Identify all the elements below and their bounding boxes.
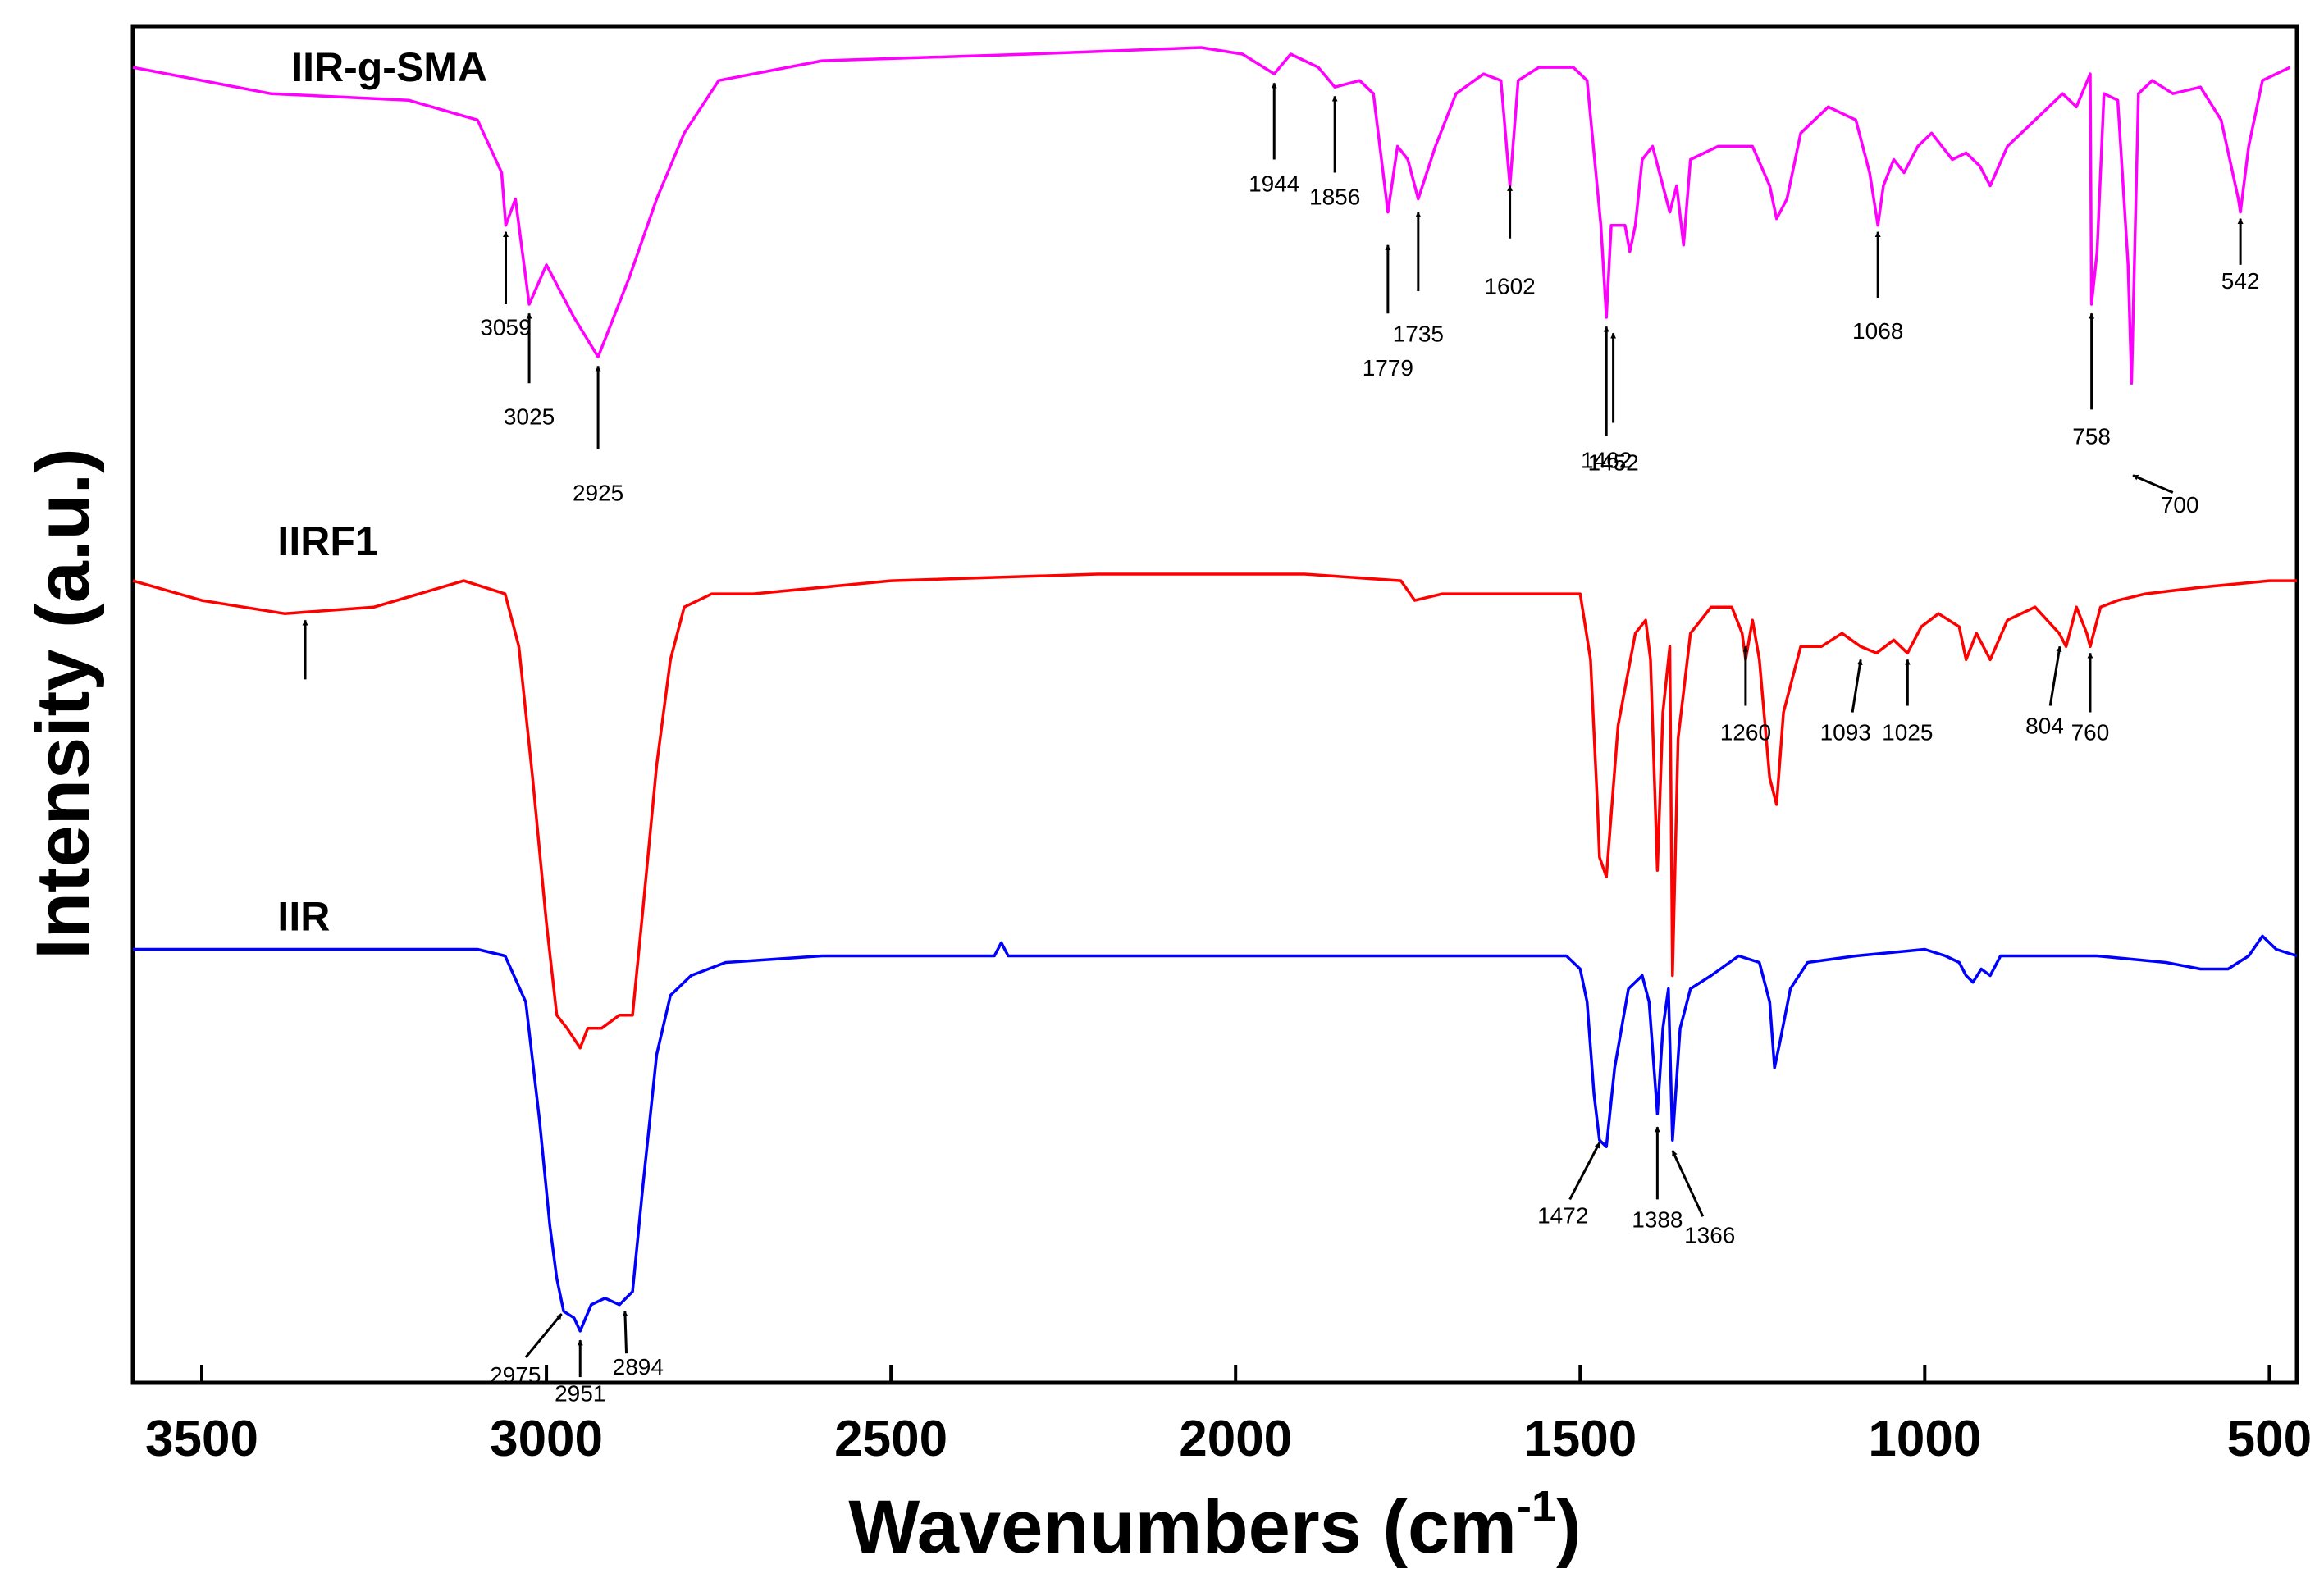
peak-label: 2925 bbox=[573, 481, 623, 506]
peak-label: 1366 bbox=[1684, 1223, 1735, 1248]
series-line-iirf1 bbox=[132, 572, 2297, 1050]
x-tick-label: 2000 bbox=[1179, 1411, 1292, 1467]
y-axis-title: Intensity (a.u.) bbox=[21, 448, 105, 960]
peak-label: 1944 bbox=[1249, 171, 1299, 196]
peak-arrow bbox=[2132, 474, 2174, 494]
peak-label: 1472 bbox=[1537, 1203, 1588, 1229]
x-tick-label: 500 bbox=[2227, 1411, 2312, 1467]
peak-label: 760 bbox=[2071, 720, 2110, 746]
peak-label: 2975 bbox=[490, 1362, 541, 1388]
peak-label: 1025 bbox=[1882, 720, 1933, 746]
peak-label: 1462 bbox=[1581, 447, 1632, 472]
x-axis-title: Wavenumbers (cm-1) bbox=[848, 1482, 1581, 1569]
peak-label: 2894 bbox=[613, 1354, 664, 1380]
peak-label: 804 bbox=[2025, 714, 2064, 739]
x-axis-title-close: ) bbox=[1556, 1485, 1582, 1569]
series-label: IIR bbox=[277, 893, 330, 939]
plot-frame bbox=[130, 24, 2299, 1385]
peak-label: 1452 bbox=[1587, 450, 1638, 476]
x-tick-label: 2500 bbox=[834, 1411, 947, 1467]
peak-label: 3059 bbox=[480, 314, 531, 340]
peak-label: 1602 bbox=[1484, 274, 1535, 299]
peak-label: 1093 bbox=[1820, 720, 1871, 746]
peak-arrow bbox=[1851, 659, 1863, 713]
peak-arrow bbox=[622, 1311, 628, 1354]
series-line-iir bbox=[133, 934, 2298, 1333]
series-line-iir-g-sma bbox=[132, 46, 2291, 385]
series-label: IIR-g-SMA bbox=[291, 44, 487, 90]
peak-arrow bbox=[1671, 1150, 1705, 1217]
x-axis-title-superscript: -1 bbox=[1517, 1482, 1556, 1531]
peak-label: 542 bbox=[2221, 268, 2260, 294]
peak-label: 758 bbox=[2072, 424, 2111, 449]
x-axis: 3500 3000 2500 2000 1500 1000 500 bbox=[145, 1365, 2312, 1467]
x-axis-title-main: Wavenumbers (cm bbox=[848, 1485, 1517, 1569]
peak-label: 1260 bbox=[1720, 720, 1771, 746]
peak-label: 1388 bbox=[1632, 1206, 1683, 1232]
peak-label: 700 bbox=[2161, 492, 2199, 518]
x-tick-label: 3000 bbox=[490, 1411, 603, 1467]
series-layer: IIR-g-SMA IIRF1 IIR bbox=[132, 44, 2298, 1333]
peak-label: 1856 bbox=[1309, 184, 1360, 209]
peak-arrow bbox=[2048, 645, 2062, 706]
series-label: IIRF1 bbox=[277, 518, 377, 564]
peak-label: 1735 bbox=[1393, 321, 1444, 346]
peak-label: 2951 bbox=[555, 1380, 605, 1406]
x-tick-label: 3500 bbox=[145, 1411, 258, 1467]
peak-label: 3025 bbox=[504, 404, 555, 429]
peak-label: 1779 bbox=[1363, 355, 1413, 381]
peak-label: 1068 bbox=[1852, 318, 1903, 344]
peak-arrow bbox=[1568, 1142, 1601, 1201]
x-tick-label: 1500 bbox=[1523, 1411, 1637, 1467]
peak-arrow bbox=[524, 1313, 563, 1358]
annotation-layer: 1944 1856 3059 1779 1735 1602 1068 542 3025 2925 1… bbox=[302, 82, 2260, 1406]
x-tick-label: 1000 bbox=[1868, 1411, 1981, 1467]
